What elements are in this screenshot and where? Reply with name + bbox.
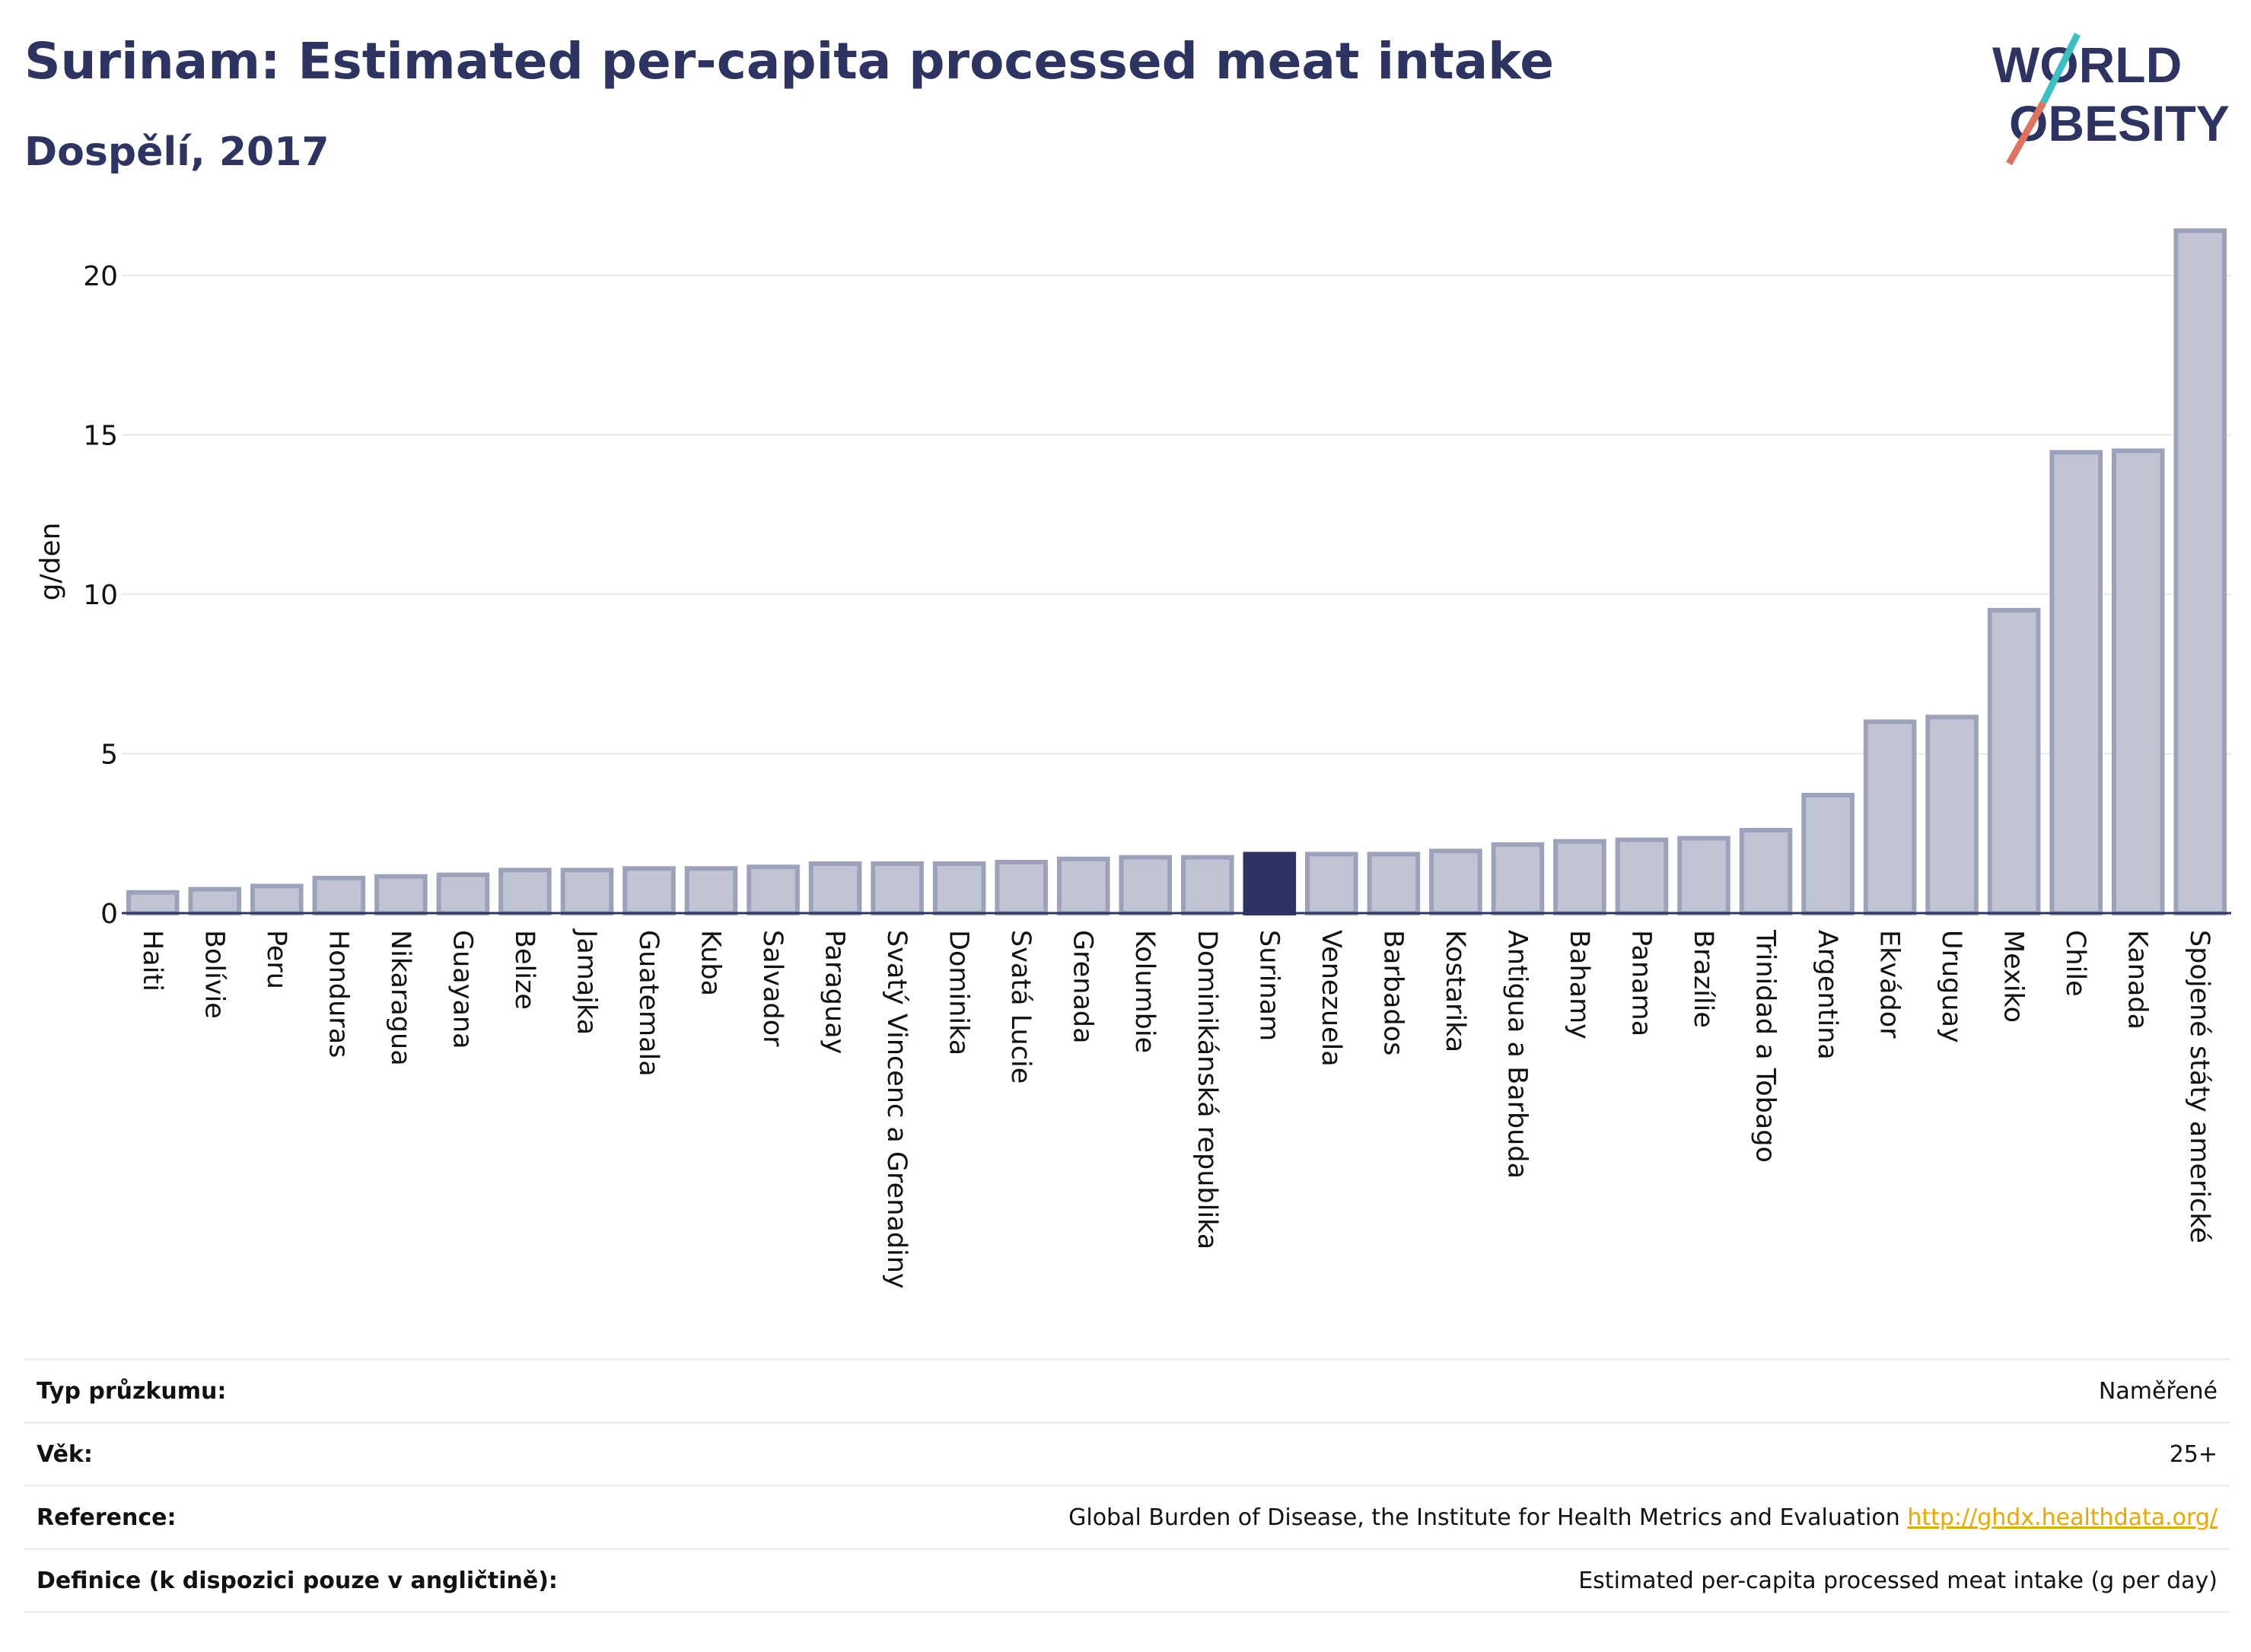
x-tick-label: Panama [1625, 930, 1656, 1036]
x-tick-label: Belize [509, 930, 540, 1010]
bar [1925, 715, 1979, 915]
meta-value: Estimated per-capita processed meat inta… [1578, 1567, 2218, 1594]
bar [684, 866, 738, 915]
x-tick-label: Mexiko [1998, 930, 2029, 1023]
meta-value: Naměřené [2098, 1377, 2218, 1405]
meta-label: Definice (k dispozici pouze v angličtině… [37, 1567, 558, 1594]
bar [808, 861, 862, 915]
bar [747, 864, 800, 915]
reference-link[interactable]: http://ghdx.healthdata.org/ [1907, 1504, 2218, 1531]
meta-row-survey-type: Typ průzkumu: Naměřené [24, 1361, 2230, 1424]
x-tick-label: Kostarika [1440, 930, 1470, 1052]
bar [1180, 855, 1234, 915]
x-tick-label: Salvador [757, 930, 788, 1047]
x-tick-label: Svatý Vincenc a Grenadiny [881, 930, 912, 1289]
gridlines [122, 274, 2231, 755]
meta-row-definition: Definice (k dispozici pouze v angličtině… [24, 1550, 2230, 1613]
bar [560, 867, 614, 916]
y-axis-label: g/den [35, 523, 66, 601]
x-tick-label: Guatemala [633, 930, 664, 1077]
y-tick-label: 0 [100, 899, 118, 930]
y-tick-label: 15 [83, 420, 118, 451]
x-tick-label: Paraguay [820, 930, 850, 1054]
bar [1305, 851, 1358, 915]
meta-value: 25+ [2169, 1440, 2218, 1468]
bar [1615, 837, 1669, 916]
bar [995, 859, 1048, 915]
y-tick-label: 10 [83, 580, 118, 611]
bar [1491, 842, 1545, 916]
bar [2173, 228, 2227, 915]
x-tick-label: Dominikánská republika [1192, 930, 1222, 1249]
x-tick-label: Trinidad a Tobago [1750, 929, 1781, 1163]
x-tick-label: Chile [2060, 930, 2090, 997]
bar [312, 875, 366, 916]
chart-title: Surinam: Estimated per-capita processed … [24, 32, 1555, 91]
meta-label: Reference: [37, 1504, 177, 1531]
bar [126, 890, 180, 915]
bar [1677, 836, 1730, 916]
x-tick-label: Guayana [447, 930, 477, 1049]
bar [1553, 839, 1606, 916]
bar [932, 861, 986, 915]
bar [1119, 855, 1173, 915]
bar [1863, 719, 1917, 916]
x-tick-label: Dominika [944, 930, 974, 1055]
bars [126, 228, 2227, 916]
reference-text: Global Burden of Disease, the Institute … [1068, 1504, 1900, 1531]
x-tick-label: Kanada [2122, 930, 2153, 1030]
x-tick-label: Kolumbie [1129, 930, 1160, 1053]
x-tick-label: Surinam [1253, 930, 1284, 1041]
x-tick-label: Uruguay [1936, 930, 1966, 1043]
x-tick-label: Bolívie [199, 930, 229, 1019]
svg-text:WORLD: WORLD [1992, 37, 2182, 93]
x-tick-label: Spojené státy americké [2184, 930, 2214, 1243]
bar [1367, 851, 1421, 915]
bar [1056, 856, 1110, 915]
x-tick-label: Brazílie [1688, 930, 1718, 1028]
x-tick-label: Jamajka [571, 928, 601, 1035]
bar [1801, 792, 1855, 916]
bar [188, 886, 242, 916]
x-axis-labels: Haiti Bolívie Peru Honduras Nikaragua Guayana… [137, 928, 2214, 1289]
bar [622, 866, 676, 915]
bar [2049, 450, 2103, 915]
y-axis-ticks: 0 5 10 15 20 [83, 261, 118, 930]
x-tick-label: Ekvádor [1874, 930, 1905, 1039]
bar [498, 867, 552, 916]
x-tick-label: Svatá Lucie [1005, 930, 1036, 1084]
bar [1429, 848, 1482, 915]
x-tick-label: Argentina [1812, 930, 1842, 1060]
bar [374, 874, 428, 916]
bar [2111, 448, 2165, 915]
metadata-table: Typ průzkumu: Naměřené Věk: 25+ Referenc… [24, 1358, 2230, 1613]
chart-subtitle: Dospělí, 2017 [24, 129, 330, 175]
bar [1987, 607, 2041, 915]
x-tick-label: Peru [261, 930, 291, 989]
x-tick-label: Venezuela [1316, 930, 1346, 1067]
x-tick-label: Honduras [323, 930, 353, 1058]
x-tick-label: Nikaragua [385, 930, 415, 1066]
world-obesity-logo: WORLD OBESITY [1992, 32, 2230, 166]
y-tick-label: 5 [100, 739, 118, 770]
x-tick-label: Barbados [1377, 930, 1408, 1055]
meta-value-reference: Global Burden of Disease, the Institute … [1068, 1504, 2218, 1531]
bar [871, 861, 924, 915]
x-tick-label: Kuba [696, 930, 726, 996]
y-tick-label: 20 [83, 261, 118, 292]
bar [436, 872, 490, 916]
meta-row-reference: Reference: Global Burden of Disease, the… [24, 1487, 2230, 1550]
bar-highlighted [1243, 851, 1297, 915]
meta-label: Typ průzkumu: [37, 1377, 227, 1405]
bar-chart: 0 5 10 15 20 g/den Haiti Bolívie Peru Honduras N… [35, 228, 2231, 1289]
meta-row-age: Věk: 25+ [24, 1424, 2230, 1487]
meta-label: Věk: [37, 1440, 93, 1468]
bar [1739, 828, 1793, 916]
x-tick-label: Bahamy [1564, 930, 1594, 1039]
x-tick-label: Antigua a Barbuda [1501, 930, 1532, 1179]
bar [250, 883, 304, 916]
x-tick-label: Haiti [137, 930, 167, 992]
x-tick-label: Grenada [1068, 930, 1098, 1044]
